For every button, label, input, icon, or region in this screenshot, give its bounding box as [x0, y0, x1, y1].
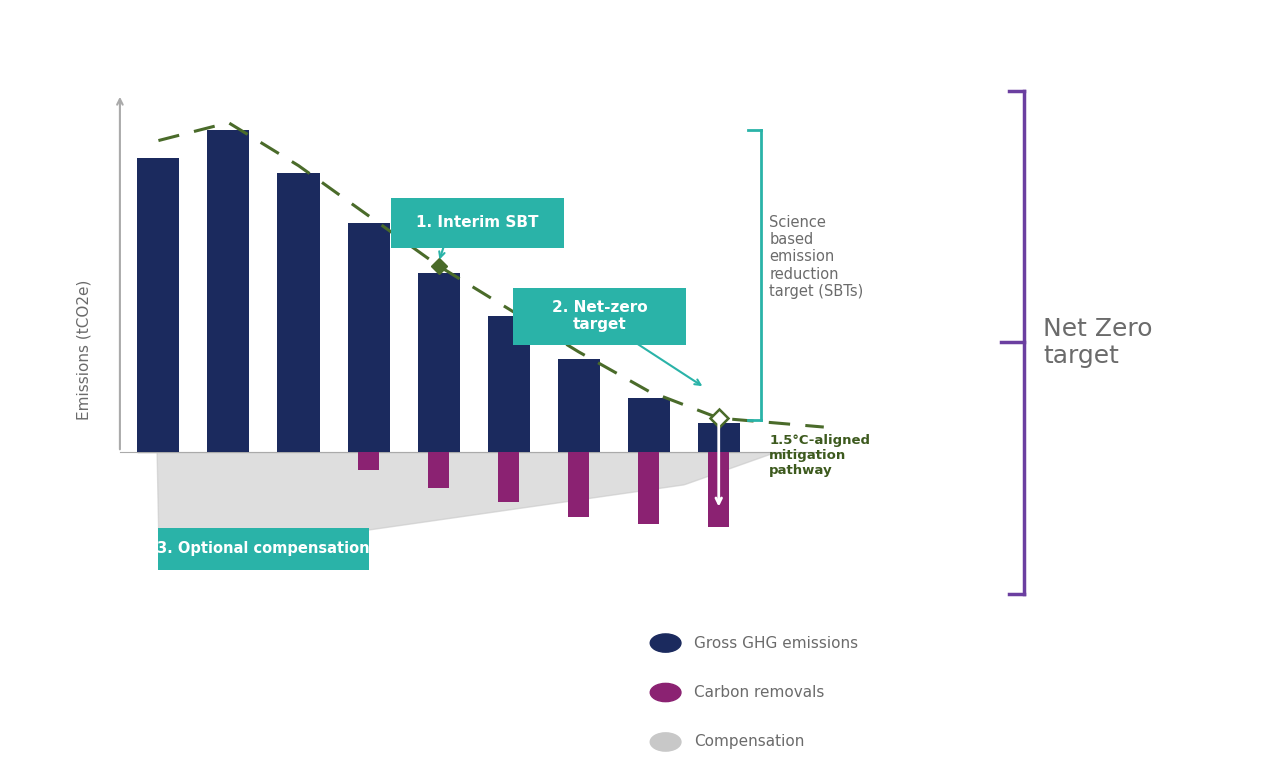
Text: Net Zero
target: Net Zero target — [1043, 317, 1153, 368]
Text: 2. Net-zero
target: 2. Net-zero target — [552, 300, 648, 333]
Text: 1.5°C-aligned
mitigation
pathway: 1.5°C-aligned mitigation pathway — [769, 435, 870, 477]
Bar — [348, 223, 389, 452]
Y-axis label: Emissions (tCO2e): Emissions (tCO2e) — [77, 280, 91, 420]
Bar — [568, 452, 589, 517]
Bar — [207, 130, 250, 452]
Bar — [488, 316, 530, 452]
Bar — [498, 452, 520, 502]
Text: 3. Optional compensation: 3. Optional compensation — [157, 541, 370, 556]
Bar — [417, 273, 460, 452]
Bar — [698, 423, 740, 452]
Text: Compensation: Compensation — [694, 734, 804, 750]
Bar — [137, 158, 179, 452]
Bar — [358, 452, 379, 470]
Bar — [558, 359, 599, 452]
Bar — [708, 452, 730, 527]
Bar — [639, 452, 659, 524]
Bar — [627, 399, 669, 452]
Text: Science
based
emission
reduction
target (SBTs): Science based emission reduction target … — [769, 215, 864, 299]
Text: Carbon removals: Carbon removals — [694, 685, 824, 700]
Text: Gross GHG emissions: Gross GHG emissions — [694, 635, 858, 651]
Text: 1. Interim SBT: 1. Interim SBT — [416, 215, 539, 231]
Bar — [278, 173, 320, 452]
Bar — [428, 452, 449, 488]
